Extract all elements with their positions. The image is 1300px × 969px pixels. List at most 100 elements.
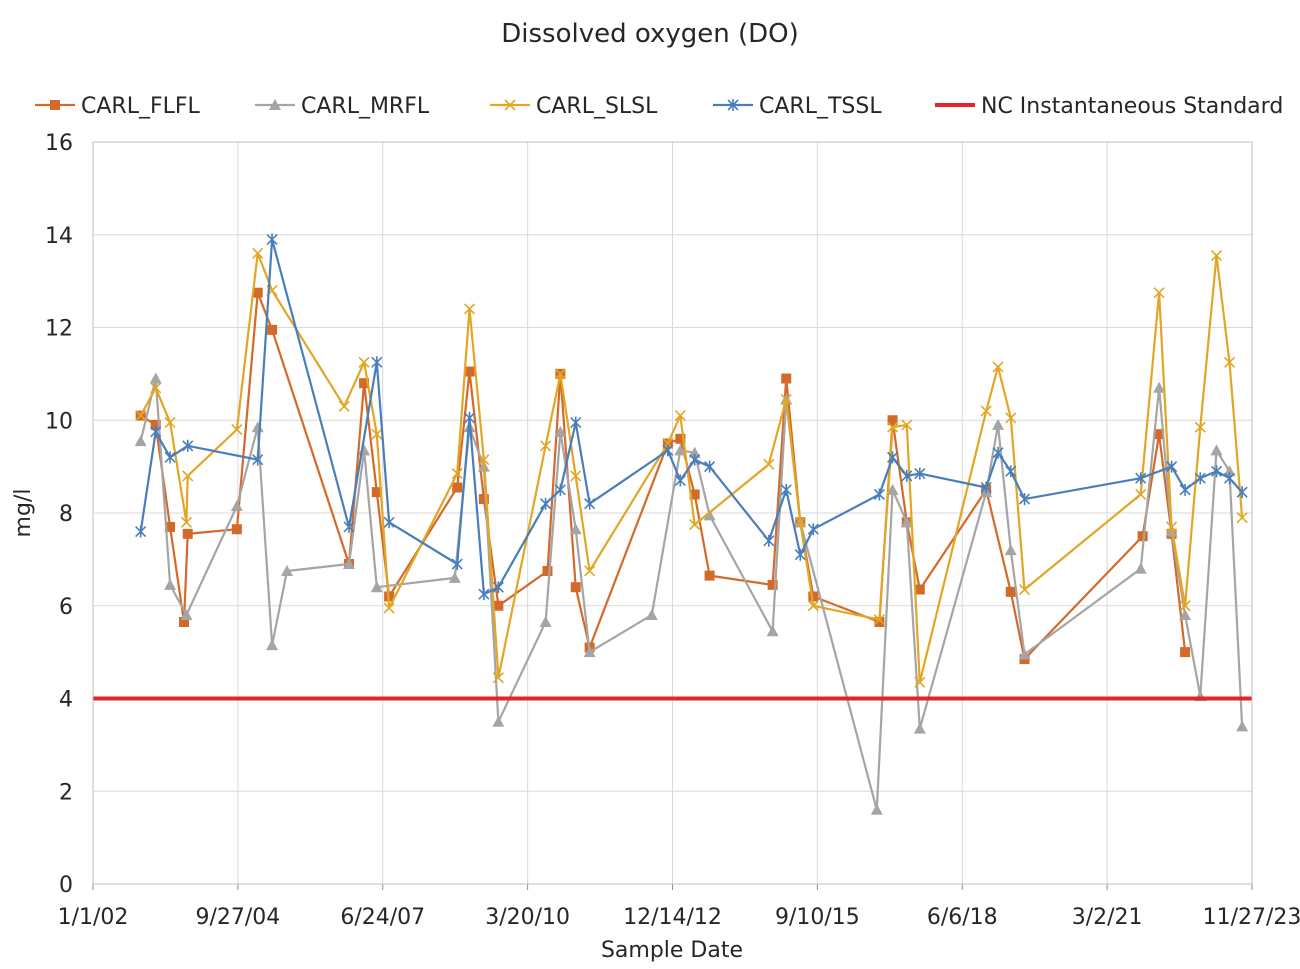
data-point (780, 393, 792, 405)
data-point (448, 571, 461, 583)
legend-label: CARL_TSSL (759, 94, 882, 119)
data-point (252, 247, 264, 259)
data-point (1223, 356, 1236, 368)
legend-label: CARL_FLFL (81, 94, 201, 119)
data-point (873, 614, 885, 626)
data-point (463, 303, 476, 315)
data-point (674, 444, 687, 456)
data-point (887, 415, 898, 426)
data-point (504, 99, 516, 111)
data-point (1153, 381, 1166, 393)
series-carl-slsl (135, 247, 1248, 688)
data-point (1154, 429, 1165, 440)
y-tick-label: 0 (59, 873, 73, 898)
data-point (266, 639, 279, 651)
data-point (266, 233, 278, 246)
data-point (704, 570, 715, 581)
data-point (570, 416, 582, 429)
data-point (1194, 472, 1206, 485)
data-point (1005, 412, 1017, 424)
data-point (164, 451, 176, 464)
y-axis-label: mg/l (11, 489, 36, 538)
legend-item: NC Instantaneous Standard (935, 94, 1283, 119)
data-point (370, 581, 383, 593)
data-point (645, 609, 658, 621)
data-point (992, 446, 1004, 459)
x-tick-label: 3/20/10 (485, 905, 570, 930)
data-point (359, 378, 370, 389)
data-point (914, 584, 925, 595)
data-point (675, 433, 686, 444)
data-point (874, 616, 885, 627)
data-point (662, 444, 674, 457)
data-point (478, 588, 490, 601)
x-tick-label: 12/14/12 (623, 905, 722, 930)
x-tick-label: 6/24/07 (340, 905, 425, 930)
data-point (901, 419, 913, 431)
data-point (182, 439, 194, 452)
data-point (251, 421, 264, 433)
data-point (252, 287, 263, 298)
data-point (1005, 586, 1016, 597)
data-point (570, 582, 581, 593)
data-point (164, 417, 176, 429)
data-point (1223, 472, 1236, 485)
data-point (674, 410, 686, 422)
gridlines (92, 141, 1253, 890)
data-point (478, 454, 490, 466)
data-point (1236, 720, 1249, 732)
data-point (914, 676, 926, 688)
data-point (165, 521, 176, 532)
data-point (492, 672, 504, 684)
legend-item: CARL_TSSL (713, 94, 882, 119)
data-point (342, 558, 355, 570)
data-point (371, 356, 383, 369)
legend-label: CARL_SLSL (536, 94, 658, 119)
data-point (231, 524, 242, 535)
x-tick-label: 3/2/21 (1072, 905, 1143, 930)
data-point (689, 453, 701, 466)
data-point (164, 578, 177, 590)
data-point (980, 405, 992, 417)
legend-item: CARL_SLSL (490, 94, 658, 119)
data-point (371, 487, 382, 498)
data-point (150, 419, 161, 430)
data-point (135, 525, 147, 538)
x-tick-label: 11/27/23 (1203, 905, 1300, 930)
data-point (584, 497, 596, 510)
data-point (808, 591, 819, 602)
data-point (1236, 486, 1248, 499)
y-tick-label: 16 (45, 131, 73, 156)
data-point (900, 516, 913, 528)
data-point (231, 423, 243, 436)
data-series (93, 233, 1252, 815)
data-point (540, 440, 552, 452)
y-tick-label: 14 (45, 224, 73, 249)
y-tick-label: 6 (59, 595, 73, 620)
data-point (1166, 460, 1178, 473)
data-point (689, 489, 700, 500)
data-point (689, 519, 701, 531)
data-point (539, 615, 552, 627)
x-tick-label: 9/10/15 (775, 905, 860, 930)
data-point (358, 356, 370, 368)
data-point (980, 481, 992, 494)
data-point (451, 558, 463, 571)
data-point (463, 411, 476, 424)
data-point (886, 451, 899, 464)
data-point (766, 625, 779, 637)
data-point (584, 565, 596, 577)
data-point (870, 803, 883, 815)
data-point (451, 468, 463, 480)
data-point (1210, 465, 1223, 478)
y-tick-label: 8 (59, 502, 73, 527)
data-point (727, 99, 739, 111)
data-point (182, 470, 194, 482)
data-point (383, 602, 395, 614)
data-point (992, 361, 1004, 373)
data-point (383, 516, 395, 529)
y-axis-ticks: 0 2 4 6 8 10 12 14 16 (45, 131, 73, 898)
data-point (478, 494, 489, 505)
data-point (493, 600, 504, 611)
